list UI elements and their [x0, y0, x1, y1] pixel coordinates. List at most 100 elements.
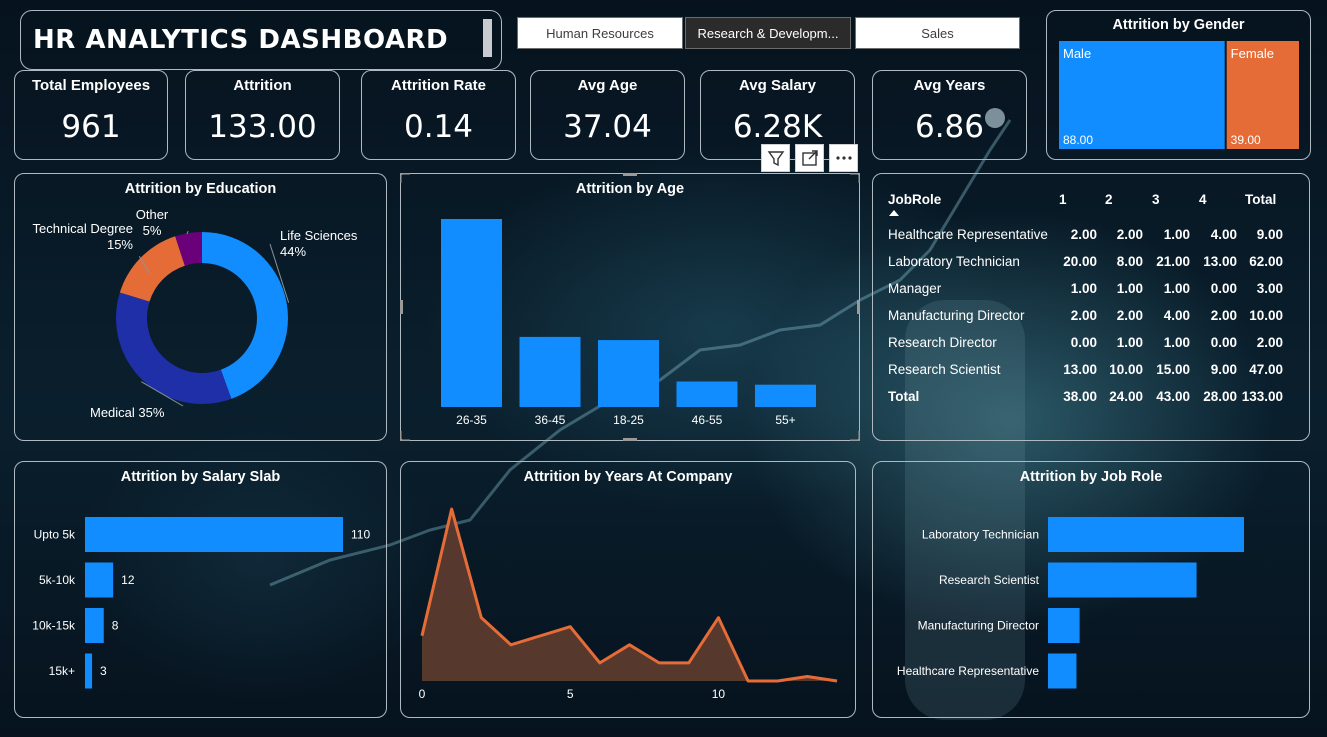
area-fill: [422, 509, 837, 681]
kpi-value: 37.04: [563, 109, 652, 145]
matrix-value-cell: 4.00: [1163, 308, 1190, 323]
matrix-value-cell: 2.00: [1070, 308, 1097, 323]
matrix-value-cell: 15.00: [1156, 362, 1190, 377]
y-tick-label: Upto 5k: [34, 528, 76, 542]
years-area-chart: 0 5 10: [419, 507, 838, 701]
matrix-value-cell: 9.00: [1256, 227, 1283, 242]
jobrole-matrix-card: JobRole 1 2 3 4 Total Healthcare Represe…: [872, 173, 1310, 441]
matrix-value-cell: 38.00: [1063, 389, 1097, 404]
y-tick-label: 10k-15k: [32, 619, 76, 633]
area-line: [420, 507, 838, 683]
matrix-row: Research Scientist 13.00 10.00 15.00 9.00 47.…: [873, 362, 1309, 382]
donut-percent-label: 44%: [280, 244, 306, 259]
chart-title: Attrition by Education: [124, 181, 277, 197]
matrix-value-cell: 1.00: [1116, 281, 1143, 296]
matrix-value-cell: 2.00: [1210, 308, 1237, 323]
matrix-header-total: Total: [1245, 192, 1277, 207]
dashboard-title: HR ANALYTICS DASHBOARD: [33, 25, 449, 55]
matrix-row: Healthcare Representative 2.00 2.00 1.00 4.0…: [873, 227, 1309, 247]
slicer-sales[interactable]: Sales: [855, 17, 1020, 49]
donut-slice: [116, 292, 232, 404]
matrix-value-cell: 9.00: [1210, 362, 1237, 377]
donut-percent-label: 5%: [143, 223, 162, 238]
matrix-value-cell: 3.00: [1256, 281, 1283, 296]
matrix-rowheader-cell: Research Scientist: [888, 362, 1001, 377]
x-tick-label: 10: [712, 687, 726, 701]
kpi-value: 0.14: [403, 109, 474, 145]
kpi-label: Attrition Rate: [391, 77, 486, 94]
sort-ascending-icon[interactable]: [888, 209, 900, 217]
dashboard-title-card: HR ANALYTICS DASHBOARD: [20, 10, 502, 70]
matrix-value-cell: 0.00: [1070, 335, 1097, 350]
matrix-value-cell: 1.00: [1163, 281, 1190, 296]
matrix-value-cell: 8.00: [1116, 254, 1143, 269]
kpi-label: Avg Salary: [739, 77, 816, 94]
filter-icon[interactable]: [761, 144, 790, 172]
matrix-value-cell: 24.00: [1109, 389, 1143, 404]
chart-title: Attrition by Years At Company: [523, 469, 733, 485]
matrix-rowheader-cell: Laboratory Technician: [888, 254, 1020, 269]
matrix-value-cell: 0.00: [1210, 335, 1237, 350]
matrix-row: Research Director 0.00 1.00 1.00 0.00 2.00: [873, 335, 1309, 355]
jobrole-bar: [1048, 608, 1080, 643]
salary-bar: [85, 562, 114, 598]
matrix-value-cell: 62.00: [1249, 254, 1283, 269]
matrix-header-col: 4: [1199, 192, 1207, 207]
age-bar-chart: 26-35 36-45 18-25 46-55 55+: [441, 219, 816, 427]
chart-title: Attrition by Job Role: [1019, 469, 1163, 485]
data-label: 8: [112, 619, 119, 633]
treemap-tile: [1059, 41, 1225, 149]
matrix-value-cell: 4.00: [1210, 227, 1237, 242]
x-tick-label: 46-55: [692, 413, 723, 427]
treemap-value-label: 88.00: [1063, 133, 1093, 147]
kpi-avg-salary: Avg Salary 6.28K: [700, 70, 855, 160]
slicer-human-resources[interactable]: Human Resources: [517, 17, 683, 49]
y-tick-label: Research Scientist: [939, 573, 1040, 587]
matrix-header-jobrole[interactable]: JobRole: [888, 192, 942, 207]
title-accent-bar: [483, 19, 492, 57]
slicer-research-development[interactable]: Research & Developm...: [685, 17, 851, 49]
kpi-label: Total Employees: [31, 77, 151, 94]
matrix-rowheader-cell: Total: [888, 389, 920, 404]
matrix-header-col: 3: [1152, 192, 1160, 207]
matrix-value-cell: 1.00: [1070, 281, 1097, 296]
matrix-value-cell: 21.00: [1156, 254, 1190, 269]
matrix-value-cell: 47.00: [1249, 362, 1283, 377]
age-bar: [441, 219, 502, 407]
matrix-value-cell: 133.00: [1241, 389, 1283, 404]
donut-slice: [119, 236, 185, 302]
y-tick-label: Manufacturing Director: [918, 619, 1039, 633]
x-tick-label: 26-35: [456, 413, 487, 427]
kpi-attrition: Attrition 133.00: [185, 70, 340, 160]
chart-title: Attrition by Gender: [1112, 17, 1245, 33]
data-label: 12: [121, 573, 135, 587]
donut-leader-line: [269, 243, 290, 303]
matrix-value-cell: 2.00: [1256, 335, 1283, 350]
more-options-icon[interactable]: [829, 144, 858, 172]
matrix-rowheader-cell: Research Director: [888, 335, 997, 350]
gender-treemap: Male 88.00 Female 39.00: [1059, 41, 1299, 149]
age-bar-card[interactable]: Attrition by Age 26-35 36-45 18-25 46-55 55+: [400, 173, 860, 441]
kpi-label: Avg Years: [913, 77, 986, 94]
x-tick-label: 36-45: [535, 413, 566, 427]
matrix-row: Laboratory Technician 20.00 8.00 21.00 13.00…: [873, 254, 1309, 274]
focus-mode-icon[interactable]: [795, 144, 824, 172]
matrix-row: Manager 1.00 1.00 1.00 0.00 3.00: [873, 281, 1309, 301]
treemap-value-label: 39.00: [1231, 133, 1261, 147]
kpi-value: 6.86: [914, 109, 985, 145]
x-tick-label: 5: [567, 687, 574, 701]
jobrole-matrix-table: JobRole 1 2 3 4 Total Healthcare Represe…: [873, 174, 1309, 440]
education-donut-card: Attrition by Education Life Sciences 44% M…: [14, 173, 387, 441]
donut-category-label: Other: [136, 207, 169, 222]
age-bar: [519, 336, 581, 407]
donut-category-label: Technical Degree: [33, 221, 133, 236]
donut-leader-line: [141, 381, 184, 407]
years-area-card: Attrition by Years At Company 0 5 10: [400, 461, 856, 718]
treemap-tile: [1226, 41, 1299, 149]
kpi-value: 961: [61, 109, 121, 145]
kpi-total-employees: Total Employees 961: [14, 70, 168, 160]
jobrole-bar-card: Attrition by Job Role Laboratory Technic…: [872, 461, 1310, 718]
matrix-value-cell: 1.00: [1163, 227, 1190, 242]
matrix-header-row: JobRole 1 2 3 4 Total: [873, 192, 1309, 212]
